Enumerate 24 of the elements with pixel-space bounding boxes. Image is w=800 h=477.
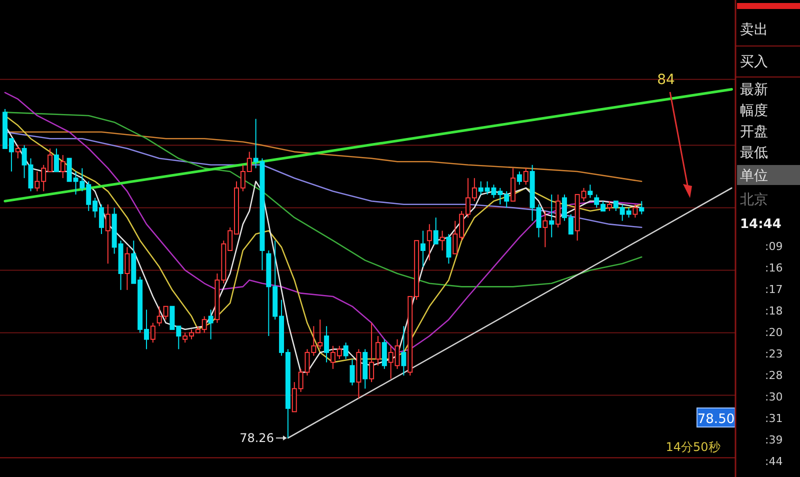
text: :20 <box>765 326 783 339</box>
text: 最新 <box>740 82 768 98</box>
text: 单位 <box>740 168 768 184</box>
text: 84 <box>657 72 675 88</box>
text: 开盘 <box>740 124 768 140</box>
text: :28 <box>765 369 783 382</box>
text: :16 <box>765 262 783 274</box>
annotation: 78.26 <box>240 431 274 445</box>
annotation: 78.50 <box>697 412 735 427</box>
text: 幅度 <box>740 103 768 119</box>
text: :09 <box>765 240 783 253</box>
text: :31 <box>765 412 783 425</box>
text: :23 <box>765 348 783 360</box>
text: :30 <box>765 390 783 404</box>
text: :17 <box>765 283 783 296</box>
text: 最低 <box>740 145 768 161</box>
text: 买入 <box>740 54 768 70</box>
text: 卖出 <box>740 22 768 38</box>
text: :18 <box>765 304 783 318</box>
text: 北京 <box>740 192 768 208</box>
text: 14:44 <box>740 217 782 232</box>
text: :39 <box>765 434 783 446</box>
text: 14分50秒 <box>666 440 720 454</box>
text: :44 <box>765 455 783 468</box>
